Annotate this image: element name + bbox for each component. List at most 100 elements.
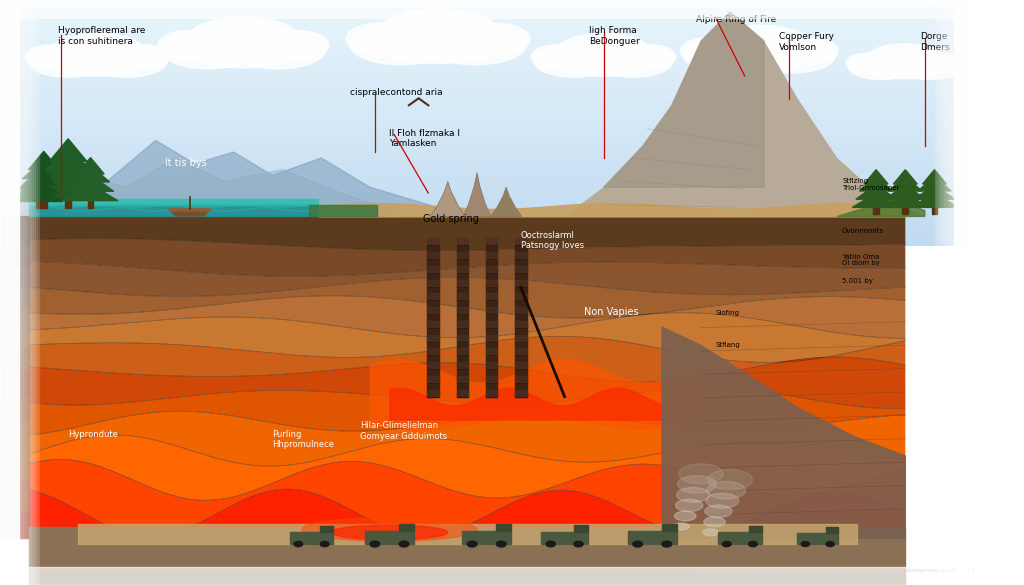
Ellipse shape	[462, 23, 530, 54]
Text: Copper Fury
Vomlson: Copper Fury Vomlson	[779, 32, 834, 51]
Polygon shape	[457, 362, 468, 369]
Polygon shape	[940, 0, 974, 585]
Polygon shape	[515, 246, 526, 397]
Polygon shape	[0, 49, 974, 54]
Polygon shape	[946, 0, 974, 585]
Ellipse shape	[707, 481, 745, 499]
Polygon shape	[0, 133, 974, 137]
Text: cispralecontond aria: cispralecontond aria	[350, 88, 443, 97]
Polygon shape	[30, 336, 905, 382]
Ellipse shape	[294, 542, 303, 546]
Ellipse shape	[377, 19, 459, 53]
Polygon shape	[0, 0, 28, 585]
Ellipse shape	[705, 505, 732, 518]
Polygon shape	[0, 0, 974, 5]
Polygon shape	[0, 0, 31, 585]
Ellipse shape	[677, 487, 710, 503]
Ellipse shape	[158, 30, 221, 59]
Polygon shape	[30, 387, 905, 435]
Ellipse shape	[707, 34, 777, 63]
Text: Gold spring: Gold spring	[424, 214, 479, 223]
Polygon shape	[0, 326, 30, 348]
Polygon shape	[0, 216, 30, 246]
Polygon shape	[42, 150, 94, 172]
Polygon shape	[0, 348, 30, 371]
Polygon shape	[0, 307, 30, 326]
Ellipse shape	[675, 511, 696, 521]
Polygon shape	[30, 435, 905, 500]
Polygon shape	[0, 226, 974, 231]
Ellipse shape	[87, 45, 167, 77]
Polygon shape	[0, 0, 33, 585]
Polygon shape	[0, 192, 974, 197]
Polygon shape	[0, 147, 974, 152]
Polygon shape	[515, 266, 526, 273]
Polygon shape	[0, 241, 974, 246]
Ellipse shape	[676, 500, 702, 511]
Polygon shape	[0, 74, 974, 78]
Polygon shape	[0, 567, 974, 585]
Polygon shape	[0, 246, 30, 268]
Polygon shape	[78, 524, 857, 544]
Polygon shape	[290, 532, 334, 544]
Polygon shape	[463, 531, 511, 544]
Polygon shape	[0, 0, 37, 585]
Ellipse shape	[555, 41, 620, 68]
Polygon shape	[485, 246, 498, 397]
Polygon shape	[485, 335, 498, 342]
Polygon shape	[948, 0, 974, 585]
Polygon shape	[0, 20, 974, 25]
Polygon shape	[838, 199, 925, 216]
Polygon shape	[564, 12, 925, 216]
Ellipse shape	[846, 53, 890, 73]
Polygon shape	[168, 209, 211, 212]
Polygon shape	[573, 525, 588, 532]
Polygon shape	[856, 185, 896, 199]
Polygon shape	[0, 0, 974, 6]
Polygon shape	[0, 98, 974, 103]
Polygon shape	[427, 390, 439, 397]
Polygon shape	[515, 293, 526, 301]
Polygon shape	[0, 162, 974, 167]
Polygon shape	[515, 252, 526, 259]
Polygon shape	[944, 0, 974, 585]
Text: Ovonnomits: Ovonnomits	[842, 228, 884, 234]
Polygon shape	[457, 348, 468, 355]
Ellipse shape	[662, 541, 672, 547]
Polygon shape	[952, 0, 974, 585]
Polygon shape	[515, 376, 526, 383]
Polygon shape	[956, 0, 974, 585]
Text: lt tis bys: lt tis bys	[166, 158, 207, 168]
Polygon shape	[485, 362, 498, 369]
Polygon shape	[427, 307, 439, 314]
Polygon shape	[0, 0, 24, 585]
Ellipse shape	[861, 50, 949, 79]
Polygon shape	[885, 185, 926, 199]
Polygon shape	[0, 167, 974, 172]
Polygon shape	[23, 160, 66, 179]
Text: 5.001 by: 5.001 by	[842, 278, 872, 284]
Ellipse shape	[702, 529, 719, 536]
Text: Ol dlom by: Ol dlom by	[842, 260, 880, 266]
Ellipse shape	[868, 44, 942, 70]
Polygon shape	[365, 531, 414, 544]
Text: Hyprondute: Hyprondute	[69, 430, 118, 439]
Polygon shape	[0, 78, 974, 84]
Polygon shape	[515, 280, 526, 287]
Polygon shape	[954, 0, 974, 585]
Polygon shape	[41, 194, 47, 208]
Ellipse shape	[534, 45, 614, 77]
Polygon shape	[427, 266, 439, 273]
Polygon shape	[0, 172, 974, 177]
Polygon shape	[0, 0, 17, 585]
Polygon shape	[427, 321, 439, 328]
Polygon shape	[515, 321, 526, 328]
Polygon shape	[515, 362, 526, 369]
Ellipse shape	[230, 31, 326, 69]
Ellipse shape	[703, 517, 725, 526]
Polygon shape	[18, 179, 59, 193]
Polygon shape	[0, 88, 974, 94]
Polygon shape	[490, 187, 522, 216]
Polygon shape	[0, 231, 974, 236]
Ellipse shape	[708, 470, 753, 490]
